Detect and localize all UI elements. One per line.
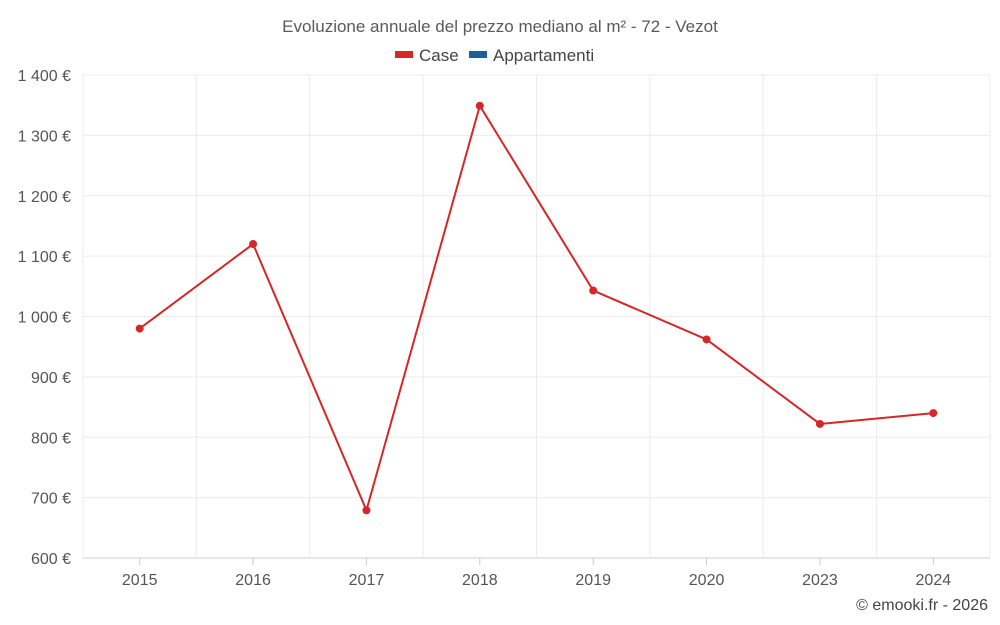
- legend-swatch-case: [395, 51, 413, 58]
- x-tick-label: 2020: [689, 572, 725, 589]
- data-point-2023[interactable]: [815, 419, 824, 428]
- y-tick-label: 1 100 €: [18, 249, 71, 266]
- y-tick-label: 600 €: [31, 551, 71, 568]
- legend-swatch-appartamenti: [469, 51, 487, 58]
- x-tick-label: 2019: [575, 572, 611, 589]
- y-tick-label: 700 €: [31, 491, 71, 508]
- y-tick-label: 900 €: [31, 370, 71, 387]
- x-tick-label: 2023: [802, 572, 838, 589]
- y-tick-label: 1 400 €: [18, 68, 71, 85]
- data-point-2019[interactable]: [589, 286, 598, 295]
- x-tick-label: 2017: [349, 572, 385, 589]
- data-point-2017[interactable]: [362, 506, 371, 515]
- data-point-2018[interactable]: [475, 101, 484, 110]
- grid: [82, 74, 991, 559]
- series-case: [135, 101, 938, 515]
- y-tick-label: 800 €: [31, 430, 71, 447]
- y-tick-label: 1 000 €: [18, 310, 71, 327]
- x-tick-label: 2016: [235, 572, 271, 589]
- legend-label-appartamenti[interactable]: Appartamenti: [493, 46, 594, 65]
- legend-label-case[interactable]: Case: [419, 46, 459, 65]
- x-tick-label: 2018: [462, 572, 498, 589]
- chart-title: Evoluzione annuale del prezzo mediano al…: [282, 17, 718, 36]
- legend: Case Appartamenti: [395, 46, 594, 65]
- data-point-2024[interactable]: [929, 409, 938, 418]
- data-point-2015[interactable]: [135, 324, 144, 333]
- data-point-2020[interactable]: [702, 335, 711, 344]
- x-tick-label: 2015: [122, 572, 158, 589]
- y-tick-label: 1 200 €: [18, 189, 71, 206]
- series-line-case: [139, 104, 934, 512]
- y-tick-label: 1 300 €: [18, 128, 71, 145]
- x-tick-label: 2024: [916, 572, 952, 589]
- y-axis: 600 € 700 € 800 € 900 € 1 000 € 1 100 € 1 200 …: [18, 68, 71, 568]
- credit-text: © emooki.fr - 2026: [856, 597, 988, 614]
- x-axis: 2015 2016 2017 2018 2019 2020 2023 2024: [122, 558, 951, 589]
- data-point-2016[interactable]: [249, 240, 258, 249]
